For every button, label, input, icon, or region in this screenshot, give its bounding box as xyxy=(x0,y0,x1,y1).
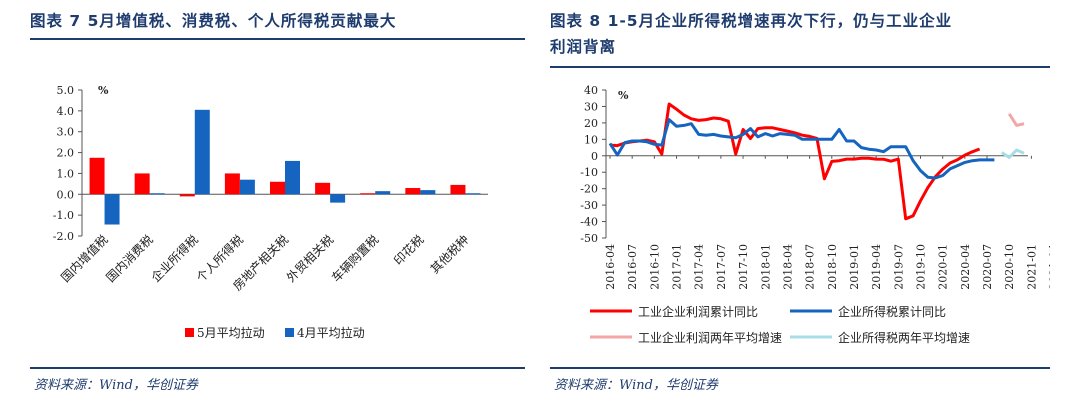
x-tick-label: 2018-07 xyxy=(804,244,817,290)
unit-label: % xyxy=(618,89,629,102)
bar-april xyxy=(194,109,210,195)
y-tick-label: 1.0 xyxy=(57,167,75,180)
bar-may xyxy=(89,157,105,195)
right-bottom-rule xyxy=(550,367,1050,369)
right-chart-title-line2: 利润背离 xyxy=(550,38,617,56)
x-category-label: 车辆购置税 xyxy=(328,232,381,285)
left-title-rule xyxy=(30,38,525,40)
x-tick-label: 2018-01 xyxy=(759,244,772,290)
x-tick-label: 2018-10 xyxy=(826,244,839,290)
bar-april xyxy=(465,193,481,195)
y-tick-label: 4.0 xyxy=(57,105,75,118)
x-category-label: 其他税种 xyxy=(428,233,472,277)
series-line-0 xyxy=(609,102,981,221)
right-title-rule xyxy=(550,66,1050,68)
left-source-note: 资料来源：Wind，华创证券 xyxy=(34,378,198,393)
bar-april xyxy=(285,160,300,195)
left-bar-chart: 5.04.03.02.01.00.0-1.0-2.0%国内增值税国内消费税企业所… xyxy=(53,84,488,340)
bar-may xyxy=(224,173,240,195)
x-tick-label: 2019-10 xyxy=(915,244,928,290)
x-tick-label: 2016-10 xyxy=(648,244,661,290)
y-tick-label: 2.0 xyxy=(57,147,75,160)
bar-may xyxy=(450,184,466,195)
y-tick-label: 30 xyxy=(584,100,598,113)
bar-may xyxy=(315,182,331,195)
left-chart-title: 图表 7 5月增值税、消费税、个人所得税贡献最大 xyxy=(30,12,397,30)
series-line-1 xyxy=(608,118,995,180)
right-chart-title: 图表 8 1-5月企业所得税增速再次下行，仍与工业企业 利润背离 xyxy=(550,8,952,60)
bar-may xyxy=(405,188,421,195)
y-tick-label: -30 xyxy=(580,199,598,212)
bar-april xyxy=(420,190,436,195)
bar-april xyxy=(239,179,255,195)
unit-label: % xyxy=(98,84,109,97)
bar-may xyxy=(360,193,376,195)
legend-label: 企业所得税累计同比 xyxy=(838,304,946,319)
x-tick-label: 2016-04 xyxy=(604,244,617,290)
legend-label: 5月平均拉动 xyxy=(197,325,265,340)
series-line-3 xyxy=(1000,148,1025,159)
y-tick-label: -1.0 xyxy=(53,209,74,222)
bar-may xyxy=(270,181,285,195)
x-category-label: 印花税 xyxy=(390,232,426,268)
legend-swatch xyxy=(285,328,294,337)
x-tick-label: 2019-01 xyxy=(848,244,861,290)
bar-april xyxy=(149,193,165,195)
bar-may xyxy=(134,173,150,195)
series-line-2 xyxy=(1007,112,1025,127)
y-tick-label: 0 xyxy=(591,150,598,163)
y-tick-label: 0.0 xyxy=(57,188,75,201)
x-tick-label: 2019-04 xyxy=(870,244,883,290)
x-category-label: 国内消费税 xyxy=(103,233,155,285)
y-tick-label: 20 xyxy=(584,117,598,130)
x-tick-label: 2017-04 xyxy=(693,244,706,290)
right-chart-panel: 图表 8 1-5月企业所得税增速再次下行，仍与工业企业 利润背离 40 30 20 1… xyxy=(550,0,1050,402)
bar-april xyxy=(330,194,346,203)
legend-label: 企业所得税两年平均增速 xyxy=(838,330,970,345)
legend-swatch xyxy=(185,328,194,337)
left-bottom-rule xyxy=(30,367,525,369)
x-tick-label: 2021-01 xyxy=(1025,244,1038,290)
bar-april xyxy=(104,194,120,225)
legend-label: 工业企业利润两年平均增速 xyxy=(638,330,782,345)
x-category-label: 企业所得税 xyxy=(148,232,201,285)
x-tick-label: 2018-04 xyxy=(781,244,794,290)
x-tick-label: 2019-07 xyxy=(892,244,905,290)
bar-april xyxy=(375,191,391,195)
y-tick-label: -2.0 xyxy=(53,230,74,243)
right-source-note: 资料来源：Wind，华创证券 xyxy=(554,378,718,393)
y-tick-label: -50 xyxy=(580,232,598,245)
legend-label: 工业企业利润累计同比 xyxy=(638,304,758,319)
y-tick-label: -20 xyxy=(580,183,598,196)
right-chart-title-line1: 图表 8 1-5月企业所得税增速再次下行，仍与工业企业 xyxy=(550,12,953,30)
y-tick-label: 40 xyxy=(584,84,598,97)
left-chart-panel: 图表 7 5月增值税、消费税、个人所得税贡献最大 5.0 4.0 3.0 2.0 1.0… xyxy=(30,0,525,402)
x-tick-label: 2016-07 xyxy=(626,244,639,290)
y-tick-label: 5.0 xyxy=(57,84,75,97)
y-tick-label: -10 xyxy=(580,166,598,179)
x-tick-label: 2020-10 xyxy=(1003,244,1016,290)
x-category-label: 外贸相关税 xyxy=(284,233,336,285)
legend-label: 4月平均拉动 xyxy=(297,325,365,340)
y-tick-label: 10 xyxy=(584,133,598,146)
x-tick-label: 2021-04 xyxy=(1048,244,1050,290)
y-tick-label: -40 xyxy=(580,216,598,229)
y-tick-label: 3.0 xyxy=(57,126,75,139)
x-tick-label: 2017-07 xyxy=(715,244,728,290)
right-line-chart: 40 30 20 10 0 -10 -20 -30 -40 -50% 2016-04 2016-07 2… xyxy=(580,84,1050,345)
x-tick-label: 2020-01 xyxy=(937,244,950,290)
x-tick-label: 2020-07 xyxy=(981,244,994,290)
x-tick-label: 2017-10 xyxy=(737,244,750,290)
x-tick-label: 2020-04 xyxy=(959,244,972,290)
bar-may xyxy=(179,194,195,197)
x-tick-label: 2017-01 xyxy=(671,244,684,290)
